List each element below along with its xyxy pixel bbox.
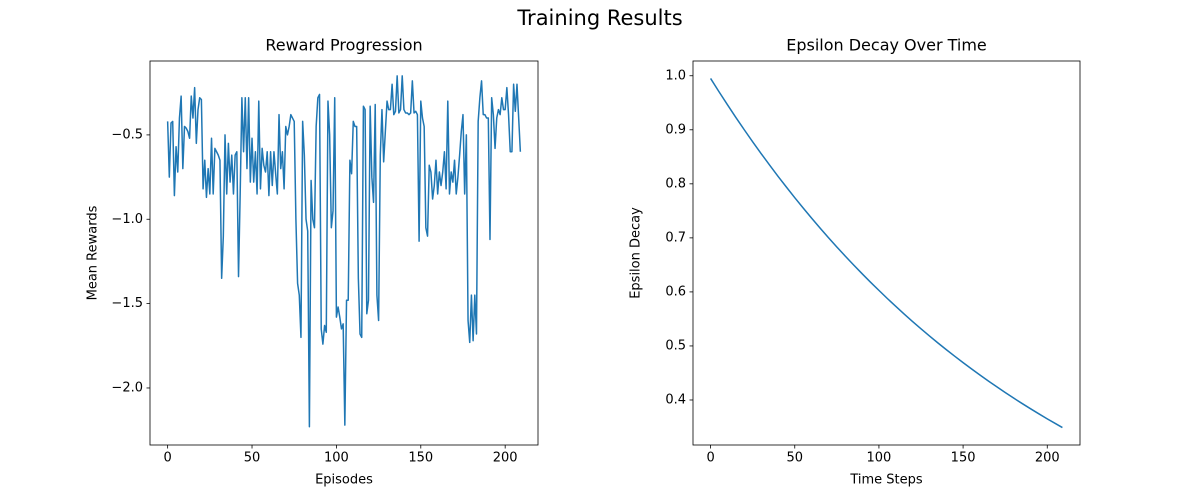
x-tick-label: 50: [244, 451, 261, 466]
x-tick-label: 200: [493, 451, 518, 466]
x-tick-label: 0: [706, 451, 714, 466]
x-tick-label: 100: [867, 451, 892, 466]
y-tick-label: 0.8: [665, 176, 686, 191]
y-tick-label: 0.9: [665, 122, 686, 137]
y-tick-label: −0.5: [111, 127, 143, 142]
axes-title: Reward Progression: [265, 36, 422, 55]
data-line: [166, 75, 522, 428]
y-tick-label: 0.4: [665, 392, 686, 407]
y-tick-label: 0.7: [665, 230, 686, 245]
y-tick-label: −2.0: [111, 380, 143, 395]
y-axis-label: Epsilon Decay: [629, 207, 644, 299]
y-tick-label: −1.5: [111, 296, 143, 311]
x-tick-label: 200: [1035, 451, 1060, 466]
axes-frame: [692, 60, 1081, 446]
figure-title: Training Results: [516, 6, 682, 30]
x-tick-label: 150: [951, 451, 976, 466]
x-tick-label: 50: [786, 451, 803, 466]
x-tick-label: 100: [324, 451, 349, 466]
y-axis-label: Mean Rewards: [86, 205, 101, 300]
x-tick-label: 150: [408, 451, 433, 466]
y-tick-label: −1.0: [111, 212, 143, 227]
data-line: [709, 78, 1063, 429]
axes-frame: [149, 60, 539, 446]
y-tick-label: 1.0: [665, 68, 686, 83]
x-tick-label: 0: [163, 451, 171, 466]
x-axis-label: Episodes: [315, 473, 373, 488]
y-tick-label: 0.5: [665, 338, 686, 353]
axes-title: Epsilon Decay Over Time: [786, 36, 987, 55]
y-tick-label: 0.6: [665, 284, 686, 299]
x-axis-label: Time Steps: [849, 473, 923, 488]
